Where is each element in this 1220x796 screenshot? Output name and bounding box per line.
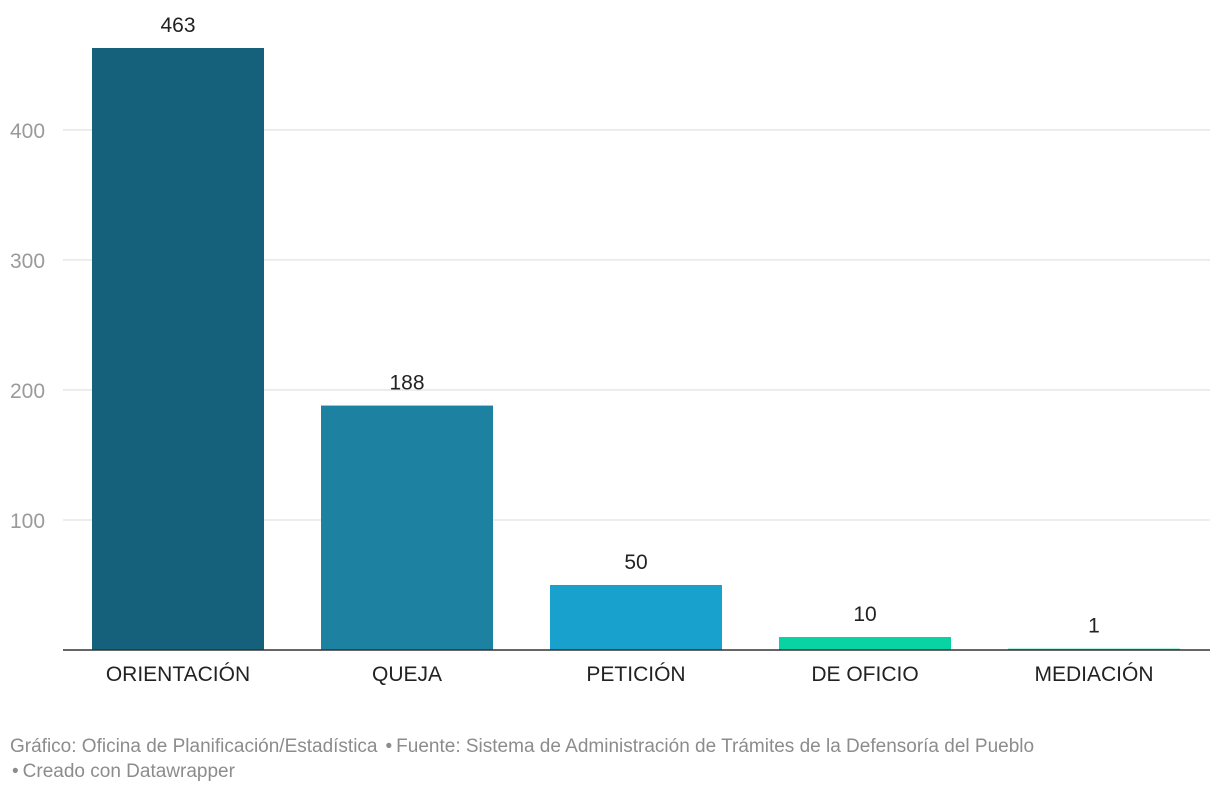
footer-separator: • <box>385 736 393 757</box>
bar <box>550 584 722 650</box>
value-labels: 463 188 50 10 1 <box>160 14 1099 638</box>
bars <box>92 48 1180 650</box>
value-label: 463 <box>160 14 195 37</box>
bar <box>779 636 951 650</box>
bar <box>321 405 493 650</box>
footer-credit: Gráfico: Oficina de Planificación/Estadí… <box>10 736 378 757</box>
y-tick-label: 400 <box>10 120 45 143</box>
x-tick-label: QUEJA <box>372 663 442 686</box>
y-tick-label: 200 <box>10 380 45 403</box>
y-axis-ticks: 100 200 300 400 <box>10 120 45 533</box>
x-tick-label: DE OFICIO <box>811 663 918 686</box>
chart-footer: Gráfico: Oficina de Planificación/Estadí… <box>10 734 1210 784</box>
footer-made-with: Creado con Datawrapper <box>22 761 235 782</box>
bar <box>92 48 264 650</box>
value-label: 188 <box>389 372 424 395</box>
x-tick-label: MEDIACIÓN <box>1034 663 1153 686</box>
y-tick-label: 300 <box>10 250 45 273</box>
x-tick-label: PETICIÓN <box>586 663 685 686</box>
bar-chart: 100 200 300 400 463 188 50 10 1 ORIENTACIÓN QUEJ… <box>10 14 1210 686</box>
value-label: 1 <box>1088 615 1100 638</box>
x-tick-label: ORIENTACIÓN <box>106 663 250 686</box>
y-tick-label: 100 <box>10 510 45 533</box>
footer-separator: • <box>12 761 19 782</box>
footer-source: Fuente: Sistema de Administración de Trá… <box>396 736 1035 757</box>
x-axis-labels: ORIENTACIÓN QUEJA PETICIÓN DE OFICIO MEDIACI… <box>106 663 1154 686</box>
value-label: 50 <box>624 551 647 574</box>
value-label: 10 <box>853 603 876 626</box>
